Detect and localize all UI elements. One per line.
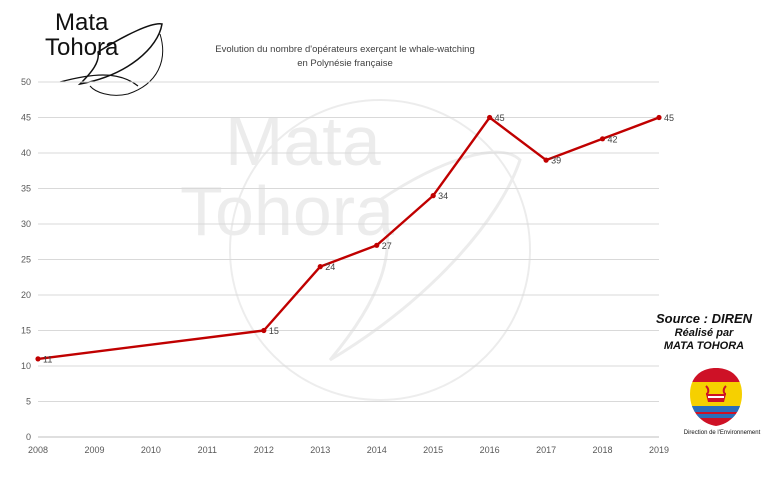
x-tick-label: 2015 [423, 445, 443, 455]
data-point [599, 136, 606, 142]
data-point [487, 114, 493, 121]
data-point [543, 157, 549, 163]
x-tick-label: 2010 [141, 445, 161, 455]
x-tick-label: 2012 [254, 445, 274, 455]
y-tick-label: 30 [21, 219, 31, 229]
agency-label: Direction de l'Environnement [683, 430, 761, 436]
chart-title: Evolution du nombre d'opérateurs exerçan… [215, 44, 475, 55]
data-labels: 11 15 24 27 34 45 39 42 45 [43, 113, 674, 364]
series-operators [35, 114, 662, 362]
data-label: 42 [608, 134, 618, 144]
french-polynesia-emblem-icon [690, 368, 742, 426]
logo-text-line2: Tohora [45, 34, 119, 61]
y-tick-label: 25 [21, 255, 31, 265]
data-point [430, 193, 436, 199]
data-point [261, 327, 267, 334]
x-tick-label: 2017 [536, 445, 556, 455]
y-tick-label: 0 [26, 432, 31, 442]
x-tick-label: 2011 [198, 445, 217, 455]
data-label: 45 [495, 113, 505, 123]
author-credit: MATA TOHORA [663, 340, 745, 352]
y-tick-label: 45 [21, 113, 31, 123]
data-point [374, 242, 380, 248]
logo-text-line1: Mata [55, 9, 109, 36]
watermark-whale-tail [328, 150, 522, 362]
source-credit: Source : DIREN [655, 311, 753, 326]
y-tick-label: 5 [26, 397, 31, 407]
y-axis-ticks: 0 5 10 15 20 25 30 35 40 45 50 [21, 77, 31, 442]
x-tick-label: 2009 [84, 445, 104, 455]
data-label: 34 [438, 191, 448, 201]
gridlines [38, 81, 659, 438]
x-tick-label: 2018 [593, 445, 613, 455]
y-tick-label: 35 [21, 184, 31, 194]
watermark-line2: Tohora [180, 172, 394, 250]
data-point [35, 356, 41, 362]
x-tick-label: 2014 [367, 445, 387, 455]
watermark-circle [229, 99, 531, 401]
data-label: 39 [551, 156, 561, 166]
x-axis-ticks: 2008 2009 2010 2011 2012 2013 2014 2015 2016 2017… [28, 445, 669, 455]
x-tick-label: 2016 [480, 445, 500, 455]
y-tick-label: 40 [21, 148, 31, 158]
data-point [656, 114, 662, 121]
y-tick-label: 15 [21, 326, 31, 336]
data-label: 11 [43, 354, 52, 364]
data-point [317, 264, 323, 270]
data-label: 24 [325, 262, 335, 272]
watermark-line1: Mata [225, 102, 381, 180]
y-tick-label: 20 [21, 290, 31, 300]
y-tick-label: 10 [21, 361, 31, 371]
data-label: 27 [382, 241, 392, 251]
watermark: Mata Tohora [180, 99, 531, 401]
made-by-label: Réalisé par [674, 327, 734, 339]
data-label: 15 [269, 326, 279, 336]
data-label: 45 [664, 113, 674, 123]
x-tick-label: 2008 [28, 445, 48, 455]
mata-tohora-logo: Mata Tohora [45, 9, 164, 96]
x-tick-label: 2013 [310, 445, 330, 455]
logo-whale-tail-icon [77, 23, 163, 86]
x-tick-label: 2019 [649, 445, 669, 455]
y-tick-label: 50 [21, 77, 31, 87]
chart-subtitle: en Polynésie française [297, 58, 393, 69]
